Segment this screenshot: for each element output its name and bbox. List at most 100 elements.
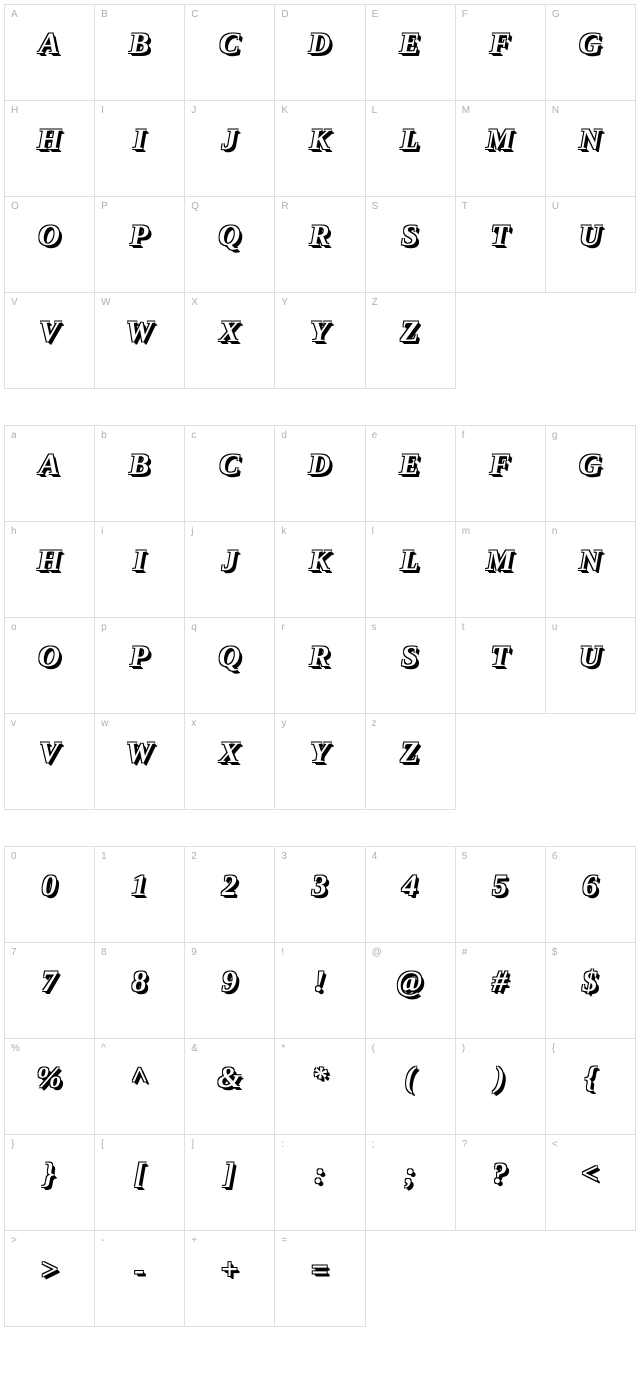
glyph: B xyxy=(129,450,150,480)
cell-label: ( xyxy=(372,1043,375,1054)
glyph: & xyxy=(218,1063,242,1093)
glyph-cell: >> xyxy=(5,1231,95,1327)
cell-label: $ xyxy=(552,947,558,958)
glyph-cell: 77 xyxy=(5,943,95,1039)
glyph: Z xyxy=(400,738,419,768)
glyph: G xyxy=(579,450,602,480)
glyph: L xyxy=(400,546,419,576)
cell-label: y xyxy=(281,718,286,729)
cell-label: & xyxy=(191,1043,198,1054)
cell-label: Z xyxy=(372,297,378,308)
glyph-cell: << xyxy=(546,1135,636,1231)
cell-label: B xyxy=(101,9,108,20)
cell-label: s xyxy=(372,622,377,633)
glyph-cell: $$ xyxy=(546,943,636,1039)
glyph-cell: 55 xyxy=(456,847,546,943)
glyph-cell xyxy=(546,1231,636,1327)
glyph-cell: BB xyxy=(95,5,185,101)
glyph-cell: qQ xyxy=(185,618,275,714)
glyph: % xyxy=(37,1063,63,1093)
cell-label: k xyxy=(281,526,286,537)
glyph-cell: (( xyxy=(366,1039,456,1135)
glyph: 3 xyxy=(312,871,328,901)
cell-label: v xyxy=(11,718,16,729)
glyph-cell: yY xyxy=(275,714,365,810)
glyph: V xyxy=(39,738,60,768)
glyph-cell: @@ xyxy=(366,943,456,1039)
glyph-grid: AABBCCDDEEFFGGHHIIJJKKLLMMNNOOPPQQRRSSTT… xyxy=(4,4,636,389)
glyph: K xyxy=(309,125,330,155)
cell-label: i xyxy=(101,526,103,537)
glyph-cell: ]] xyxy=(185,1135,275,1231)
cell-label: h xyxy=(11,526,17,537)
glyph-cell: ++ xyxy=(185,1231,275,1327)
cell-label: < xyxy=(552,1139,558,1150)
glyph: N xyxy=(579,125,602,155)
glyph: I xyxy=(133,546,146,576)
glyph: M xyxy=(486,546,514,576)
glyph-cell: -- xyxy=(95,1231,185,1327)
glyph-cell: 00 xyxy=(5,847,95,943)
cell-label: 8 xyxy=(101,947,107,958)
cell-label: C xyxy=(191,9,198,20)
glyph: J xyxy=(222,546,238,576)
glyph-cell: GG xyxy=(546,5,636,101)
glyph-cell: lL xyxy=(366,522,456,618)
cell-label: 1 xyxy=(101,851,107,862)
glyph-cell: && xyxy=(185,1039,275,1135)
glyph: J xyxy=(222,125,238,155)
glyph-cell xyxy=(366,1231,456,1327)
cell-label: 2 xyxy=(191,851,197,862)
glyph-cell: nN xyxy=(546,522,636,618)
cell-label: ^ xyxy=(101,1043,106,1054)
glyph-cell: xX xyxy=(185,714,275,810)
glyph-cell: hH xyxy=(5,522,95,618)
cell-label: { xyxy=(552,1043,555,1054)
glyph-cell: XX xyxy=(185,293,275,389)
glyph: > xyxy=(41,1255,59,1285)
glyph-cell: WW xyxy=(95,293,185,389)
cell-label: J xyxy=(191,105,196,116)
glyph-cell: wW xyxy=(95,714,185,810)
cell-label: U xyxy=(552,201,559,212)
glyph: F xyxy=(490,29,511,59)
font-character-map: AABBCCDDEEFFGGHHIIJJKKLLMMNNOOPPQQRRSSTT… xyxy=(4,4,636,1327)
cell-label: = xyxy=(281,1235,287,1246)
glyph-cell: )) xyxy=(456,1039,546,1135)
cell-label: b xyxy=(101,430,107,441)
glyph: G xyxy=(579,29,602,59)
cell-label: H xyxy=(11,105,18,116)
glyph-cell: MM xyxy=(456,101,546,197)
cell-label: 4 xyxy=(372,851,378,862)
glyph-cell: vV xyxy=(5,714,95,810)
cell-label: p xyxy=(101,622,107,633)
glyph-cell: zZ xyxy=(366,714,456,810)
glyph-cell: ^^ xyxy=(95,1039,185,1135)
glyph-cell: AA xyxy=(5,5,95,101)
cell-label: + xyxy=(191,1235,197,1246)
glyph-cell xyxy=(546,714,636,810)
cell-label: K xyxy=(281,105,288,116)
glyph-cell: ;; xyxy=(366,1135,456,1231)
glyph: W xyxy=(126,738,154,768)
glyph: D xyxy=(309,450,332,480)
cell-label: A xyxy=(11,9,18,20)
glyph: Q xyxy=(219,221,242,251)
glyph-section-lowercase: aAbBcCdDeEfFgGhHiIjJkKlLmMnNoOpPqQrRsStT… xyxy=(4,425,636,810)
glyph-cell: EE xyxy=(366,5,456,101)
glyph: P xyxy=(130,221,149,251)
glyph-cell: kK xyxy=(275,522,365,618)
glyph: D xyxy=(309,29,332,59)
glyph: L xyxy=(400,125,419,155)
glyph-cell: iI xyxy=(95,522,185,618)
glyph: P xyxy=(130,642,149,672)
glyph: A xyxy=(39,450,60,480)
glyph: E xyxy=(400,29,421,59)
glyph: 6 xyxy=(582,871,598,901)
glyph: 8 xyxy=(132,967,148,997)
glyph-cell: II xyxy=(95,101,185,197)
glyph-cell: mM xyxy=(456,522,546,618)
glyph: Q xyxy=(219,642,242,672)
cell-label: F xyxy=(462,9,468,20)
glyph: I xyxy=(133,125,146,155)
